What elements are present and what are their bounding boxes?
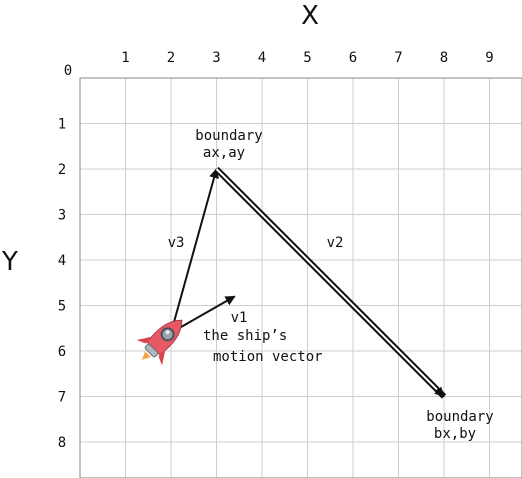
y-axis-title: Y: [1, 247, 18, 277]
v2-label: v2: [327, 235, 344, 251]
boundary-b-label-line1: boundary: [426, 409, 493, 425]
boundary-a-label-line1: boundary: [195, 128, 262, 144]
motion-vector-label-line2: motion vector: [213, 349, 323, 365]
y-tick-label: 5: [58, 299, 66, 315]
boundary-a-label-line2: ax,ay: [203, 145, 245, 161]
motion-vector-label-line1: the ship’s: [203, 328, 287, 344]
y-tick-label: 4: [58, 253, 66, 269]
x-tick-label: 7: [394, 50, 402, 66]
x-tick-label: 9: [485, 50, 493, 66]
origin-label: 0: [64, 63, 72, 79]
y-tick-label: 8: [58, 435, 66, 451]
x-tick-label: 6: [349, 50, 357, 66]
rocket-icon: [129, 307, 194, 372]
x-tick-labels: 1 2 3 4 5 6 7 8 9: [121, 50, 493, 66]
boundary-b-label-line2: bx,by: [434, 426, 476, 442]
x-tick-label: 2: [167, 50, 175, 66]
x-tick-label: 1: [121, 50, 129, 66]
x-tick-label: 5: [303, 50, 311, 66]
y-tick-label: 1: [58, 117, 66, 133]
y-tick-label: 6: [58, 344, 66, 360]
v3-label: v3: [168, 235, 185, 251]
y-tick-label: 2: [58, 162, 66, 178]
y-tick-labels: 1 2 3 4 5 6 7 8: [58, 117, 66, 452]
x-tick-label: 8: [440, 50, 448, 66]
x-tick-label: 4: [258, 50, 266, 66]
y-tick-label: 7: [58, 390, 66, 406]
x-tick-label: 3: [212, 50, 220, 66]
y-tick-label: 3: [58, 208, 66, 224]
x-axis-title: X: [301, 1, 319, 31]
v1-label: v1: [231, 310, 248, 326]
